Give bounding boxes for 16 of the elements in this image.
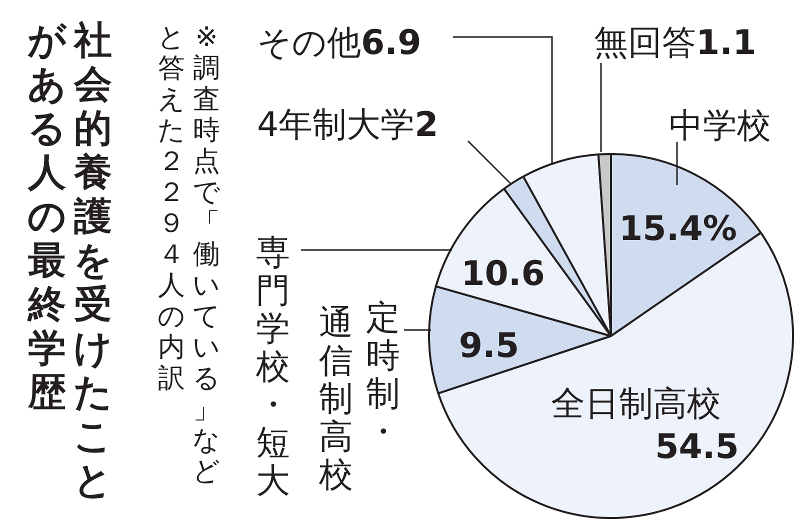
data-label: 10.6 [461,254,545,294]
slice-label: 専門学校・短大 [255,232,290,501]
slice-label: 中学校 [669,106,771,146]
data-label: 1.1 [696,23,756,63]
data-label: 15.4% [619,209,737,249]
data-label: 54.5 [655,427,739,467]
data-label: 9.5 [458,326,520,366]
slice-label: その他 [257,23,361,63]
chart-title: 社会的養護を受けたことがある人の最終学歴 [28,18,112,502]
data-label: 2 [414,105,438,145]
data-label: 6.9 [361,23,422,63]
category-label: 定時制・通信制高校 [319,298,400,495]
slice-label: 4年制大学 [257,105,415,145]
slice-label: 無回答 [594,23,696,63]
slice-label: 全日制高校 [551,384,721,424]
text: ※調査時点で「働いている」などと答えた２２９４人の内訳 [158,22,220,487]
